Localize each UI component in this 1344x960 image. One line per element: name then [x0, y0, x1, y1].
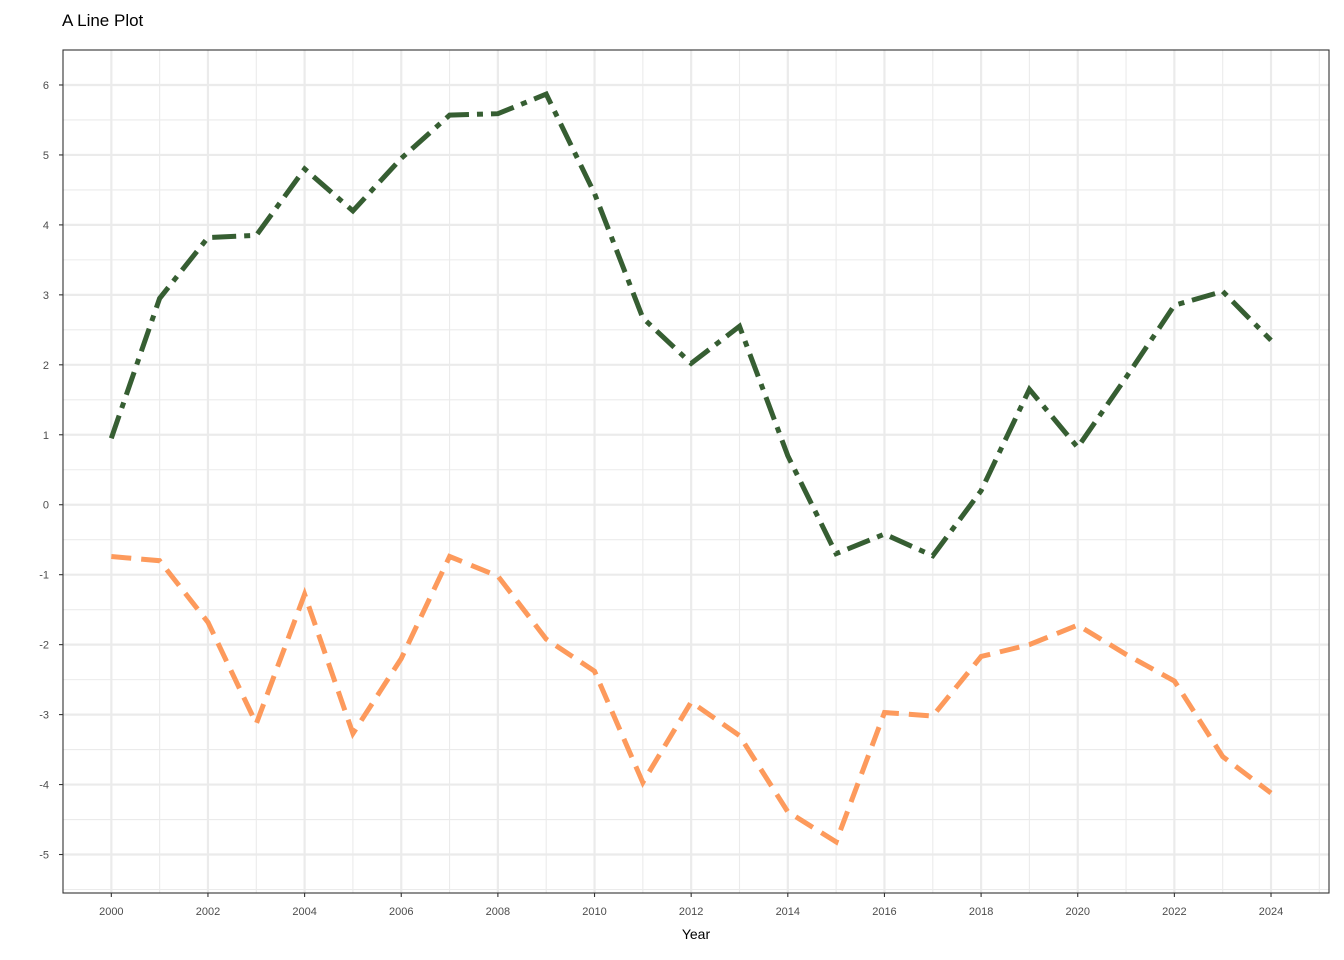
y-tick-label: 5 [43, 150, 49, 162]
x-tick-label: 2006 [389, 906, 413, 918]
y-tick-label: -3 [39, 710, 49, 722]
x-tick-label: 2010 [582, 906, 606, 918]
x-tick-label: 2016 [872, 906, 896, 918]
y-tick-label: -1 [39, 570, 49, 582]
y-tick-label: 4 [43, 220, 49, 232]
x-tick-label: 2018 [969, 906, 993, 918]
x-tick-label: 2000 [99, 906, 123, 918]
y-tick-label: 1 [43, 430, 49, 442]
x-tick-label: 2002 [196, 906, 220, 918]
x-tick-label: 2008 [486, 906, 510, 918]
y-tick-label: -5 [39, 850, 49, 862]
axis-ticks: 2000 2002 2004 2006 2008 2010 2012 2014 2016 2018… [39, 80, 1283, 918]
y-tick-label: 2 [43, 360, 49, 372]
x-axis-title: Year [682, 926, 711, 942]
series-line-2 [111, 553, 1273, 846]
x-tick-label: 2022 [1162, 906, 1186, 918]
major-grid [63, 50, 1329, 893]
panel-border [62, 49, 1330, 894]
y-tick-label: -4 [39, 780, 49, 792]
minor-grid [63, 50, 1329, 893]
x-tick-label: 2004 [292, 906, 316, 918]
y-tick-label: -2 [39, 640, 49, 652]
chart-title: A Line Plot [62, 11, 144, 30]
y-tick-label: 0 [43, 500, 49, 512]
y-tick-label: 3 [43, 290, 49, 302]
x-tick-label: 2020 [1065, 906, 1089, 918]
x-tick-label: 2012 [679, 906, 703, 918]
y-tick-label: 6 [43, 80, 49, 92]
series-layer [108, 90, 1273, 846]
series-line-1 [108, 90, 1273, 559]
x-tick-label: 2014 [776, 906, 800, 918]
x-tick-label: 2024 [1259, 906, 1283, 918]
